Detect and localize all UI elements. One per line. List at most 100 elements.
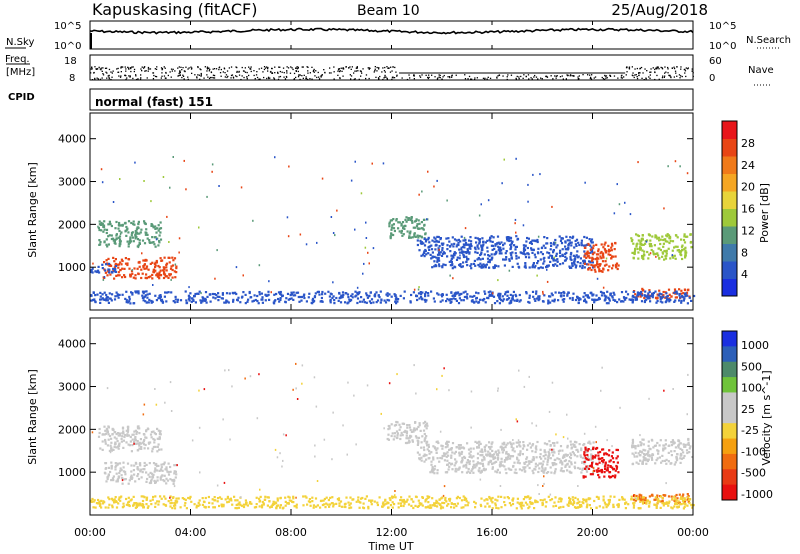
range-gate-cell <box>237 506 240 509</box>
range-gate-cell <box>403 500 406 503</box>
range-gate-cell <box>211 163 214 166</box>
range-gate-cell <box>557 500 560 503</box>
range-gate-cell <box>101 293 104 296</box>
freq-dot <box>286 76 288 78</box>
range-gate-cell <box>352 498 355 501</box>
range-gate-cell <box>145 503 148 506</box>
range-gate-cell <box>214 277 216 280</box>
nave-right-label: Nave <box>748 65 774 76</box>
range-gate-cell <box>126 262 129 265</box>
range-gate-cell <box>592 447 595 451</box>
range-gate-cell <box>160 497 163 500</box>
range-gate-cell <box>653 498 656 501</box>
range-gate-cell <box>462 254 465 257</box>
range-gate-cell <box>118 442 121 445</box>
range-gate-cell <box>200 301 203 304</box>
range-gate-cell <box>140 504 143 507</box>
range-gate-cell <box>684 249 687 252</box>
range-gate-cell <box>640 292 644 295</box>
range-gate-cell <box>151 273 154 276</box>
range-gate-cell <box>437 247 440 250</box>
range-gate-cell <box>529 500 532 503</box>
freq-dot <box>182 75 185 77</box>
range-gate-cell <box>460 248 463 251</box>
range-gate-cell <box>165 291 168 294</box>
freq-dot <box>382 67 384 69</box>
range-gate-cell <box>537 299 540 302</box>
range-gate-cell <box>147 473 150 476</box>
range-gate-cell <box>613 212 616 215</box>
range-gate-cell <box>648 245 652 248</box>
range-gate-cell <box>635 494 638 498</box>
freq-dot <box>665 71 667 73</box>
freq-dot <box>160 77 162 79</box>
range-gate-cell <box>314 497 318 500</box>
range-gate-cell <box>108 220 111 223</box>
range-gate-cell <box>125 429 128 432</box>
range-gate-cell <box>564 464 567 467</box>
range-gate-cell <box>503 465 506 468</box>
range-gate-cell <box>164 503 167 507</box>
range-gate-cell <box>116 440 119 443</box>
range-gate-cell <box>558 506 561 509</box>
range-gate-cell <box>110 441 113 444</box>
range-gate-cell <box>204 291 208 294</box>
range-gate-cell <box>199 299 202 302</box>
range-gate-cell <box>150 503 153 506</box>
range-gate-cell <box>494 264 497 267</box>
range-gate-cell <box>414 235 417 238</box>
range-gate-cell <box>377 294 380 297</box>
range-gate-cell <box>379 301 382 304</box>
range-gate-cell <box>577 298 581 301</box>
range-gate-cell <box>408 424 411 427</box>
range-gate-cell <box>480 469 483 472</box>
range-gate-cell <box>415 225 419 228</box>
range-gate-cell <box>113 445 116 448</box>
range-gate-cell <box>603 452 606 455</box>
freq-dot <box>187 78 189 80</box>
range-gate-cell <box>686 493 689 496</box>
range-gate-cell <box>649 252 652 255</box>
date-title: 25/Aug/2018 <box>611 1 708 19</box>
range-gate-cell <box>365 221 367 224</box>
range-gate-cell <box>154 264 157 267</box>
range-gate-cell <box>137 261 140 264</box>
range-gate-cell <box>534 450 537 454</box>
range-gate-cell <box>437 240 440 243</box>
range-gate-cell <box>594 270 597 273</box>
range-gate-cell <box>167 473 171 476</box>
range-gate-cell <box>484 450 487 453</box>
range-gate-cell <box>679 250 683 253</box>
range-gate-cell <box>611 451 614 454</box>
range-gate-cell <box>608 460 611 463</box>
range-gate-cell <box>215 293 218 297</box>
freq-dot <box>290 66 292 68</box>
range-gate-cell <box>137 477 141 481</box>
range-gate-cell <box>583 453 586 456</box>
range-gate-cell <box>450 243 453 246</box>
range-gate-cell <box>558 449 561 452</box>
freq-dot <box>94 77 96 80</box>
range-gate-cell <box>564 255 567 258</box>
range-gate-cell <box>434 447 437 450</box>
noise-panel: N.Sky 10^5 10^0 N.Search 10^5 10^0 <box>5 20 791 52</box>
range-gate-cell <box>96 270 99 274</box>
range-gate-cell <box>448 240 451 243</box>
range-gate-cell <box>163 295 166 298</box>
range-gate-cell <box>550 498 554 501</box>
range-gate-cell <box>326 503 329 506</box>
range-gate-cell <box>159 294 162 297</box>
range-gate-cell <box>601 457 604 460</box>
range-gate-cell <box>671 254 674 257</box>
range-gate-cell <box>170 291 173 294</box>
freq-dot <box>582 74 584 76</box>
range-gate-cell <box>639 248 642 251</box>
range-gate-cell <box>153 441 156 444</box>
range-gate-cell <box>104 432 108 435</box>
range-gate-cell <box>636 291 639 294</box>
range-gate-cell <box>126 240 129 243</box>
range-gate-cell <box>538 295 541 298</box>
range-gate-cell <box>591 241 594 244</box>
range-gate-cell <box>446 463 449 466</box>
range-gate-cell <box>487 260 490 263</box>
